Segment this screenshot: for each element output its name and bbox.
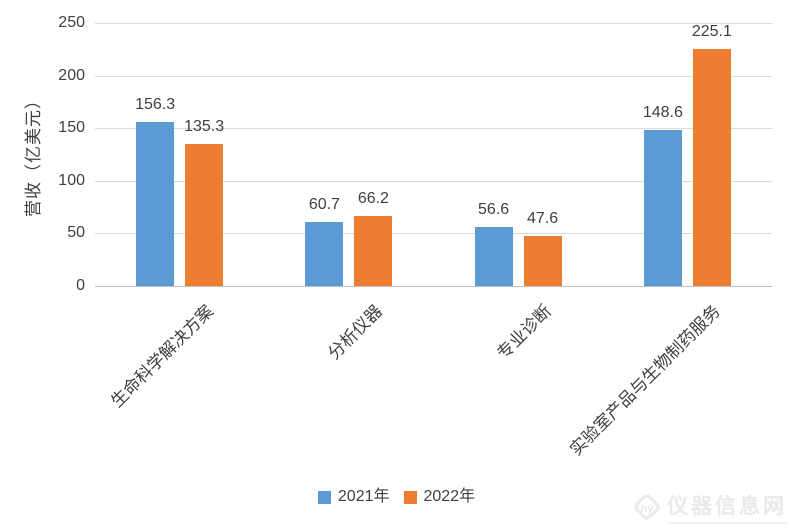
bar xyxy=(523,235,562,286)
bar xyxy=(643,129,682,286)
bar xyxy=(474,226,513,286)
bar xyxy=(185,143,224,286)
gridline xyxy=(95,75,772,77)
bar-value-label: 225.1 xyxy=(691,23,732,41)
gridline xyxy=(95,128,772,130)
y-tick-label: 150 xyxy=(58,119,85,137)
bar xyxy=(136,121,175,286)
legend-label: 2022年 xyxy=(423,488,476,505)
category-label: 实验室产品与生物制药服务 xyxy=(566,301,725,460)
bar-value-label: 148.6 xyxy=(642,103,683,121)
legend-swatch-icon xyxy=(317,490,331,504)
watermark-text: 仪器信息网 xyxy=(667,490,787,524)
gridline xyxy=(95,233,772,235)
bar-value-label: 135.3 xyxy=(184,117,225,135)
legend-label: 2021年 xyxy=(337,488,390,505)
y-tick-label: 250 xyxy=(58,14,85,31)
gridline xyxy=(95,180,772,182)
y-axis-title: 营收（亿美元） xyxy=(24,91,43,217)
legend-item: 2021年 xyxy=(317,487,390,507)
legend: 2021年 2022年 xyxy=(0,486,793,508)
bar-value-label: 156.3 xyxy=(135,95,176,113)
bar-value-label: 66.2 xyxy=(357,190,389,208)
legend-item: 2022年 xyxy=(403,487,476,507)
bar-value-label: 56.6 xyxy=(478,200,510,218)
y-tick-label: 0 xyxy=(76,277,85,294)
bar-value-label: 60.7 xyxy=(308,196,340,214)
bar xyxy=(305,222,344,286)
category-label: 分析仪器 xyxy=(324,301,386,364)
watermark: hy 仪器信息网 xyxy=(632,490,787,524)
y-tick-label: 100 xyxy=(58,171,85,189)
bar-value-label: 47.6 xyxy=(527,209,559,227)
legend-swatch-icon xyxy=(403,490,417,504)
bar xyxy=(692,49,731,286)
watermark-logo-icon: hy xyxy=(632,492,662,522)
y-tick-label: 200 xyxy=(58,66,85,84)
gridline xyxy=(95,23,772,24)
bar xyxy=(354,216,393,286)
gridline xyxy=(95,286,772,287)
svg-text:hy: hy xyxy=(641,503,655,515)
category-label: 专业诊断 xyxy=(493,301,556,364)
category-label: 生命科学解决方案 xyxy=(106,301,217,412)
y-tick-label: 50 xyxy=(67,224,85,242)
